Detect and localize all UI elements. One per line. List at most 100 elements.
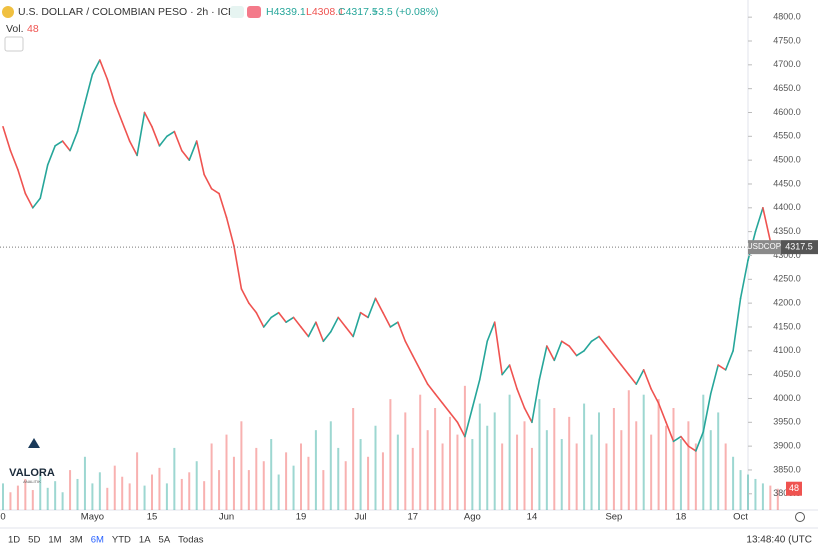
volume-bar: [411, 447, 414, 510]
x-tick-label: Jun: [219, 512, 234, 523]
range-button[interactable]: 1A: [139, 535, 151, 546]
change: +3.5 (+0.08%): [372, 6, 439, 18]
price-segment: [754, 207, 764, 233]
volume-bar: [545, 430, 548, 510]
volume-bar: [352, 408, 355, 510]
range-button[interactable]: 5A: [159, 535, 171, 546]
price-segment: [359, 311, 369, 319]
volume-bar: [776, 488, 779, 510]
high: H4339.1: [266, 6, 306, 18]
symbol-tag-bg: [748, 240, 781, 255]
y-tick-label: 3900.0: [773, 441, 801, 451]
y-tick-label: 4250.0: [773, 274, 801, 284]
price-segment: [762, 207, 772, 242]
price-segment: [478, 340, 489, 381]
price-segment: [523, 407, 533, 424]
volume-bar: [478, 403, 481, 510]
price-segment: [270, 311, 280, 319]
price-segment: [642, 369, 652, 390]
price-segment: [300, 326, 310, 338]
volume-bar: [69, 470, 72, 510]
range-button[interactable]: 1D: [8, 535, 20, 546]
volume-bar: [404, 412, 407, 510]
price-segment: [627, 373, 638, 385]
y-tick-label: 4000.0: [773, 393, 801, 403]
clock: 13:48:40 (UTC: [746, 535, 812, 546]
volume-bar: [672, 408, 675, 510]
price-segment: [598, 335, 608, 347]
logo-sub: ANALITIK: [23, 479, 41, 484]
volume-bar: [232, 456, 235, 510]
price-segment: [24, 192, 34, 209]
price-segment: [9, 149, 19, 171]
y-tick-label: 4700.0: [773, 59, 801, 69]
volume-bar: [717, 412, 720, 510]
price-segment: [121, 121, 131, 142]
range-button[interactable]: 1M: [48, 535, 61, 546]
price-segment: [367, 297, 377, 319]
y-tick-label: 4800.0: [773, 12, 801, 22]
price-segment: [84, 73, 94, 104]
volume-bar: [434, 408, 437, 510]
volume-bar: [508, 394, 511, 510]
range-button[interactable]: Todas: [178, 535, 204, 546]
range-button[interactable]: 6M: [91, 535, 104, 546]
volume-bar: [218, 470, 221, 510]
settings-icon[interactable]: [795, 512, 805, 522]
volume-bar: [642, 394, 645, 510]
price-segment: [374, 297, 384, 314]
price-segment: [106, 78, 116, 104]
price-segment: [218, 192, 228, 219]
x-tick-label: Mayo: [81, 512, 104, 523]
volume-label: Vol.: [6, 23, 24, 35]
volume-bar: [665, 425, 668, 510]
price-segment: [650, 388, 660, 405]
volume-bar: [612, 408, 615, 510]
sell-button[interactable]: [247, 6, 261, 18]
volume-bar: [128, 483, 131, 510]
volume-bar: [314, 430, 317, 510]
volume-bar: [590, 434, 593, 510]
price-segment: [136, 111, 146, 157]
volume-bar: [747, 474, 749, 510]
volume-bar: [322, 470, 325, 510]
volume-bar: [2, 483, 4, 510]
price-segment: [158, 135, 168, 147]
volume-bar: [61, 492, 64, 510]
volume-bar: [180, 478, 183, 510]
volume-bar: [501, 443, 504, 510]
x-tick-label: 14: [527, 512, 538, 523]
price-segment: [262, 316, 273, 328]
price-segment: [516, 388, 526, 409]
x-tick-label: 0: [0, 512, 5, 523]
price-segment: [687, 445, 697, 452]
buy-button[interactable]: [230, 6, 244, 18]
price-segment: [128, 140, 138, 157]
volume-bar: [583, 403, 586, 510]
volume-bar: [210, 443, 213, 510]
range-button[interactable]: 5D: [28, 535, 40, 546]
price-segment: [307, 321, 317, 338]
price-segment: [456, 421, 466, 438]
volume-bar: [240, 421, 243, 510]
volume-bar: [724, 443, 727, 510]
price-segment: [665, 421, 675, 443]
volume-bar: [739, 470, 742, 510]
collapse-button[interactable]: [4, 36, 24, 52]
price-segment: [613, 354, 623, 366]
volume-bar: [359, 439, 362, 510]
price-segment: [225, 216, 235, 247]
price-segment: [210, 187, 220, 195]
volume-bar: [769, 485, 772, 510]
volume-bar: [568, 416, 571, 510]
volume-bar: [54, 481, 57, 510]
price-segment: [389, 321, 399, 328]
range-button[interactable]: YTD: [112, 535, 131, 546]
price-segment: [195, 140, 205, 176]
range-button[interactable]: 3M: [70, 535, 83, 546]
price-segment: [635, 369, 645, 385]
y-tick-label: 3950.0: [773, 417, 801, 427]
volume-bar: [687, 421, 690, 510]
volume-bar: [16, 485, 19, 510]
